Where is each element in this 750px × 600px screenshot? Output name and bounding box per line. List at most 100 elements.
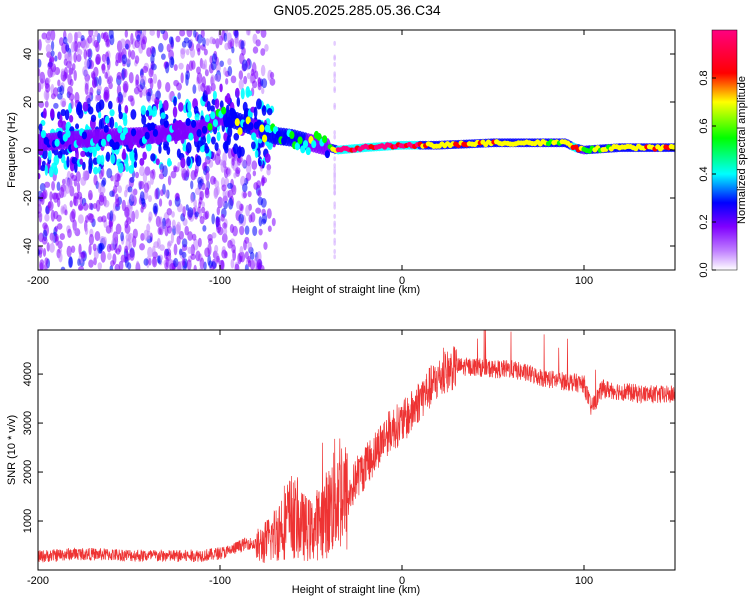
spectrogram-cell [140,39,146,51]
spectrogram-y-tick-label: -20 [22,190,34,206]
spectrogram-cell [245,172,252,181]
spectrogram-cell [51,162,58,171]
spectrogram-x-tick-label: 100 [575,275,593,287]
spectrogram-cell [129,177,135,184]
spectrogram-cell [125,217,132,225]
spectrogram-cell [39,71,46,84]
spectrogram-x-ticks: -200 -100 0 100 [27,30,593,287]
spectrogram-cell [82,202,89,211]
spectrogram-cell [67,228,72,238]
snr-x-ticks: -200 -100 0 100 [27,330,593,587]
spectrogram-cell [69,200,73,208]
spectrogram-ridge-cell [120,132,126,141]
spectrogram-cell [133,160,138,168]
colorbar-tick-label: 0.6 [698,118,710,133]
spectrogram-cell [202,37,206,47]
spectrogram-cell [219,100,224,109]
spectrogram-cell [162,225,168,232]
spectrogram-cell [250,141,256,150]
spectrogram-cell [113,184,118,194]
spectrogram-cell [116,71,122,80]
spectrogram-cell [38,212,43,219]
spectrogram-cell [172,106,178,118]
spectrogram-ridge-cell [302,140,309,149]
spectrogram-cell [143,182,150,193]
spectrogram-cell [122,80,129,93]
spectrogram-cell [220,197,226,207]
spectrogram-cell [142,65,149,74]
spectrogram-cell [260,30,267,38]
spectrogram-cell [151,245,156,258]
spectrogram-cell [127,186,133,193]
spectrogram-cell [129,151,136,162]
spectrogram-cell [81,39,88,51]
spectrogram-cell [148,211,153,222]
spectrogram-cell [196,144,200,153]
spectrogram-ridge-cell [180,122,186,131]
spectrogram-cell [50,63,57,73]
spectrogram-cell [163,140,169,148]
spectrogram-cell [148,67,154,78]
spectrogram-cell [125,250,129,261]
snr-y-tick-label: 1000 [22,509,34,533]
spectrogram-cell [159,222,164,230]
spectrogram-ridge-cell [322,135,328,144]
spectrogram-cell [211,53,218,64]
spectrogram-cell [108,30,114,40]
spectrogram-cell [194,168,199,178]
spectrogram-cell [82,161,86,171]
spectrogram-cell [160,30,166,35]
spectrogram-cell [100,250,106,263]
spectrogram-cell [202,225,207,232]
spectrogram-cell [142,30,147,38]
spectrogram-cell [214,244,219,254]
spectrogram-cell [249,251,255,260]
spectrogram-cell [219,83,223,93]
spectrogram-ridge-cell [92,135,98,144]
spectrogram-cell [104,71,109,79]
spectrogram-cell [186,30,193,38]
spectrogram-cell [76,48,83,56]
spectrogram-cell [118,111,123,120]
spectrogram-cell [109,190,115,197]
spectrogram-ridge-cell [281,136,287,145]
spectrogram-cell [333,166,336,172]
spectrogram-ridge-cell [201,125,208,134]
spectrogram-cell [185,48,190,56]
spectrogram-cell [223,227,228,236]
spectrogram-ridge-cell [261,134,268,143]
spectrogram-cell [333,228,336,234]
spectrogram-cell [111,175,117,182]
spectrogram-cell [333,240,336,246]
spectrogram-cell [158,42,164,53]
spectrogram-cell [92,149,97,158]
spectrogram-cell [215,38,221,46]
spectrogram-cell [257,189,262,197]
spectrogram-cell [221,184,227,192]
spectrogram-cell [236,200,242,210]
spectrogram-cell [247,190,252,198]
spectrogram-cell [223,144,229,154]
spectrogram-cell [75,123,80,130]
spectrogram-cell [87,35,93,44]
spectrogram-cell [264,44,269,52]
spectrogram-cell [180,72,184,84]
spectrogram-cell [74,161,78,173]
spectrogram-cell [61,41,67,54]
spectrogram-cell [145,109,150,117]
spectrogram-cell [140,105,147,116]
spectrogram-cell [173,243,178,256]
spectrogram-cell [239,225,245,236]
spectrogram-cell [252,225,258,237]
spectrogram-cell [166,146,171,156]
spectrogram-cell [78,266,85,270]
spectrogram-cell [227,126,233,138]
spectrogram-cell [260,64,266,77]
spectrogram-cell [77,258,81,267]
spectrogram-ridge-cell [191,119,197,128]
snr-x-tick-label: -100 [209,575,231,587]
spectrogram-cell [38,39,42,51]
spectrogram-cell [220,259,225,270]
spectrogram-cell [155,158,160,166]
